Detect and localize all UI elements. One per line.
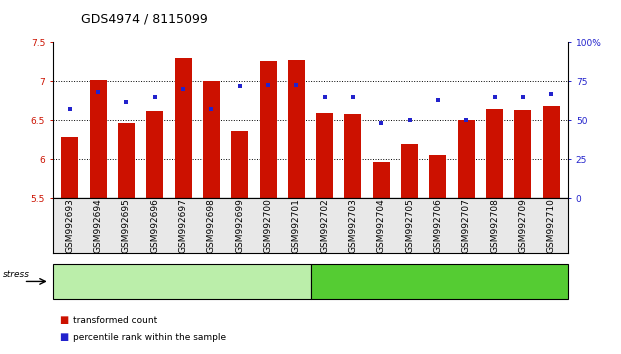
Bar [401,144,418,198]
Text: GSM992707: GSM992707 [462,198,471,253]
Bar [486,109,503,198]
Text: high nickel exposure: high nickel exposure [386,276,493,286]
Bar [175,58,191,198]
Text: GSM992703: GSM992703 [348,198,358,253]
Text: GSM992706: GSM992706 [433,198,442,253]
Text: low nickel exposure: low nickel exposure [130,276,233,286]
Text: GSM992698: GSM992698 [207,198,216,253]
Bar [430,155,446,198]
Text: stress: stress [3,270,30,279]
Bar [89,80,107,198]
Text: GSM992697: GSM992697 [179,198,188,253]
Text: GSM992693: GSM992693 [65,198,75,253]
Text: GSM992702: GSM992702 [320,198,329,253]
Text: GSM992709: GSM992709 [519,198,527,253]
Text: GSM992704: GSM992704 [377,198,386,253]
Text: percentile rank within the sample: percentile rank within the sample [73,332,226,342]
Text: GSM992699: GSM992699 [235,198,244,253]
Text: GSM992701: GSM992701 [292,198,301,253]
Bar [146,111,163,198]
Bar [260,61,276,198]
Bar [543,106,560,198]
Text: GSM992710: GSM992710 [546,198,556,253]
Text: GSM992700: GSM992700 [263,198,273,253]
Text: GSM992694: GSM992694 [94,198,102,253]
Bar [288,59,305,198]
Text: GSM992695: GSM992695 [122,198,131,253]
Text: ■: ■ [59,332,68,342]
Bar [118,123,135,198]
Bar [458,120,475,198]
Text: GSM992708: GSM992708 [490,198,499,253]
Bar [203,81,220,198]
Bar [514,110,532,198]
Text: transformed count: transformed count [73,316,157,325]
Bar [316,113,333,198]
Text: GSM992705: GSM992705 [405,198,414,253]
Text: GDS4974 / 8115099: GDS4974 / 8115099 [81,12,207,25]
Text: ■: ■ [59,315,68,325]
Bar [61,137,78,198]
Bar [373,162,390,198]
Bar [345,114,361,198]
Text: GSM992696: GSM992696 [150,198,159,253]
Bar [231,131,248,198]
